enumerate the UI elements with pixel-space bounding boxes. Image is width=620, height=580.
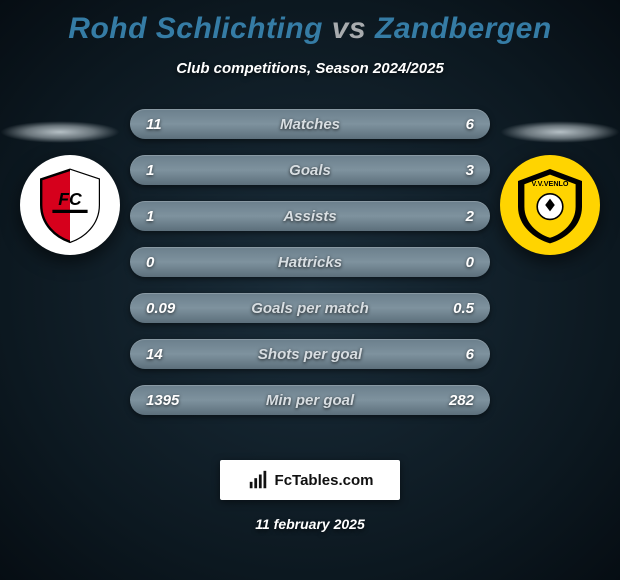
- svg-text:FC: FC: [58, 189, 82, 209]
- club-logo-left-icon: FC: [30, 165, 110, 245]
- season-subtitle: Club competitions, Season 2024/2025: [0, 60, 620, 77]
- report-date: 11 february 2025: [0, 516, 620, 532]
- svg-text:V.V.VENLO: V.V.VENLO: [531, 179, 568, 188]
- stat-label: Min per goal: [130, 392, 490, 409]
- podium-shadow-left: [0, 121, 120, 143]
- stat-row: 14 Shots per goal 6: [130, 339, 490, 369]
- stat-label: Assists: [130, 208, 490, 225]
- stat-row: 1 Goals 3: [130, 155, 490, 185]
- brand-badge: FcTables.com: [220, 460, 400, 500]
- stat-row: 1395 Min per goal 282: [130, 385, 490, 415]
- player2-name: Zandbergen: [375, 12, 552, 45]
- club-badge-left: FC: [20, 155, 120, 255]
- stat-row: 0 Hattricks 0: [130, 247, 490, 277]
- club-logo-right-icon: V.V.VENLO: [510, 165, 590, 245]
- stats-stage: FC V.V.VENLO 11 Matches 6 1 Goals 3 1 As…: [0, 97, 620, 497]
- vs-text: vs: [332, 12, 366, 45]
- stat-row: 0.09 Goals per match 0.5: [130, 293, 490, 323]
- stat-label: Shots per goal: [130, 346, 490, 363]
- club-badge-right: V.V.VENLO: [500, 155, 600, 255]
- stat-label: Goals per match: [130, 300, 490, 317]
- brand-text: FcTables.com: [275, 472, 374, 489]
- stat-label: Goals: [130, 162, 490, 179]
- bar-chart-icon: [247, 469, 269, 491]
- stat-label: Matches: [130, 116, 490, 133]
- podium-shadow-right: [500, 121, 620, 143]
- stat-label: Hattricks: [130, 254, 490, 271]
- stat-row: 11 Matches 6: [130, 109, 490, 139]
- player1-name: Rohd Schlichting: [68, 12, 323, 45]
- stat-rows: 11 Matches 6 1 Goals 3 1 Assists 2 0 Hat…: [130, 109, 490, 431]
- comparison-title: Rohd Schlichting vs Zandbergen: [0, 0, 620, 46]
- stat-row: 1 Assists 2: [130, 201, 490, 231]
